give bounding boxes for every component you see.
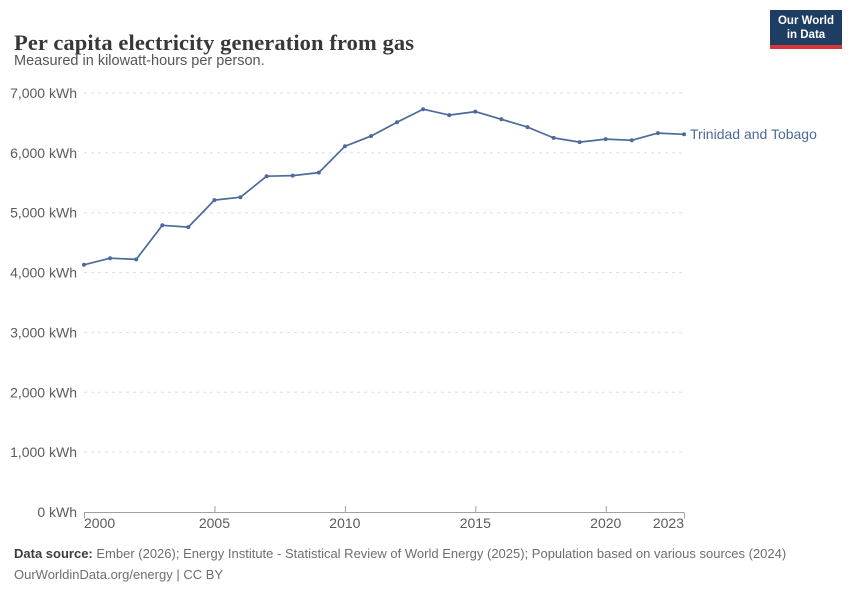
data-point[interactable] xyxy=(473,109,478,114)
data-point[interactable] xyxy=(108,256,113,261)
data-point[interactable] xyxy=(603,137,608,142)
chart-footer: Data source: Ember (2026); Energy Instit… xyxy=(14,543,836,585)
citation-link[interactable]: OurWorldinData.org/energy | CC BY xyxy=(14,567,224,582)
data-point[interactable] xyxy=(316,170,321,175)
data-point[interactable] xyxy=(577,140,582,145)
data-point[interactable] xyxy=(551,135,556,140)
y-axis-tick-label: 5,000 kWh xyxy=(10,205,77,221)
y-axis-tick-label: 6,000 kWh xyxy=(10,145,77,161)
data-point[interactable] xyxy=(238,195,243,200)
y-axis-tick-label: 4,000 kWh xyxy=(10,265,77,281)
data-point[interactable] xyxy=(264,174,269,179)
data-point[interactable] xyxy=(342,144,347,149)
data-point[interactable] xyxy=(629,138,634,143)
data-source-label: Data source: xyxy=(14,546,93,561)
data-line xyxy=(83,108,685,266)
y-axis-tick-label: 2,000 kWh xyxy=(10,384,77,400)
data-point[interactable] xyxy=(82,262,86,267)
owid-logo[interactable]: Our World in Data xyxy=(770,10,842,49)
owid-logo-line1: Our World xyxy=(777,15,834,27)
data-source-line: Data source: Ember (2026); Energy Instit… xyxy=(14,543,836,564)
data-point[interactable] xyxy=(447,113,452,118)
data-point[interactable] xyxy=(290,173,295,178)
owid-logo-line2: in Data xyxy=(786,29,826,41)
y-axis-tick-label: 0 kWh xyxy=(37,504,77,520)
x-axis-tick-label: 2010 xyxy=(329,515,360,531)
chart-subtitle: Measured in kilowatt-hours per person. xyxy=(14,53,265,69)
data-point[interactable] xyxy=(134,257,139,262)
page-title: Per capita electricity generation from g… xyxy=(14,30,415,56)
data-point[interactable] xyxy=(212,198,217,203)
x-axis-tick-label: 2015 xyxy=(460,515,491,531)
data-point[interactable] xyxy=(499,117,504,122)
data-point[interactable] xyxy=(395,120,399,125)
x-axis-tick-label: 2005 xyxy=(199,515,230,531)
y-axis-tick-label: 3,000 kWh xyxy=(10,324,77,340)
data-point[interactable] xyxy=(525,125,530,130)
data-point[interactable] xyxy=(369,134,373,139)
data-point[interactable] xyxy=(421,107,426,112)
x-axis-tick-label: 2000 xyxy=(84,515,115,531)
y-axis-tick-label: 1,000 kWh xyxy=(10,444,77,460)
x-axis-tick-label: 2023 xyxy=(653,515,684,531)
data-point[interactable] xyxy=(655,131,660,136)
y-axis-tick-label: 7,000 kWh xyxy=(10,85,77,101)
data-point[interactable] xyxy=(682,132,686,137)
series-entity-label: Trinidad and Tobago xyxy=(690,126,817,142)
data-source-text: Ember (2026); Energy Institute - Statist… xyxy=(92,546,787,561)
data-point[interactable] xyxy=(186,225,191,230)
data-point[interactable] xyxy=(160,223,165,228)
x-axis-tick-label: 2020 xyxy=(590,515,621,531)
